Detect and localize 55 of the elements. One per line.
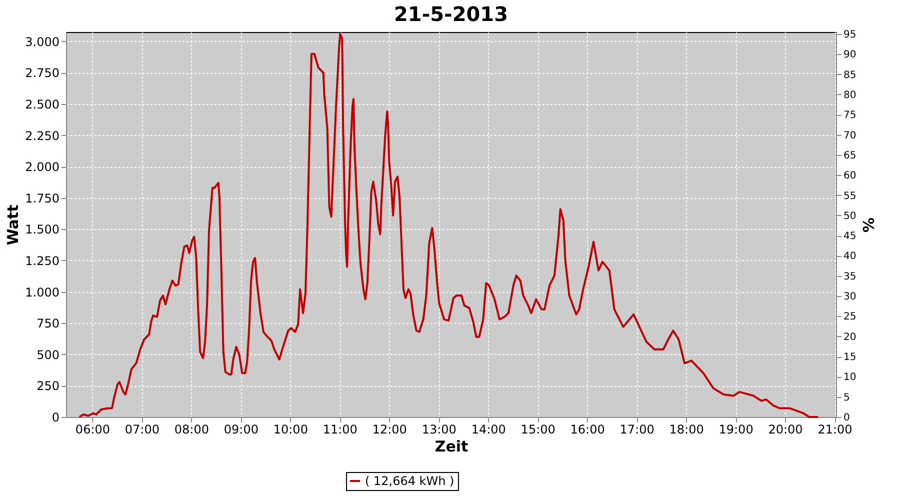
x-tick-label: 14:00 (471, 422, 506, 436)
y-tick-label: 1.000 (25, 285, 60, 300)
x-tick-label: 10:00 (273, 422, 308, 436)
y-tick-label: 3.000 (25, 34, 60, 49)
y-tick-label: 0 (52, 410, 60, 424)
x-tick-label: 21:00 (818, 422, 852, 436)
x-tick-label: 19:00 (718, 422, 754, 436)
y2-tick-label: 0 (844, 412, 850, 424)
y2-tick-label: 10 (844, 372, 856, 384)
y-tick-label: 2.000 (25, 160, 60, 174)
y-tick-label: 250 (36, 379, 60, 394)
y-tick-label: 1.500 (25, 222, 60, 237)
y-tick-label: 2.250 (25, 128, 60, 143)
x-tick-label: 17:00 (620, 422, 654, 436)
y-tick-label: 1.250 (25, 254, 60, 268)
y2-tick-label: 70 (844, 130, 856, 142)
y2-tick-label: 20 (844, 332, 856, 343)
x-tick-label: 20:00 (768, 422, 803, 436)
y2-tick-label: 45 (844, 231, 856, 242)
x-tick-label: 16:00 (570, 422, 605, 436)
y2-tick-label: 60 (844, 170, 856, 182)
x-tick-label: 08:00 (174, 422, 209, 436)
y2-axis-title: % (859, 217, 878, 233)
y2-tick-label: 30 (844, 292, 856, 303)
legend-label: ( 12,664 kWh ) (365, 474, 454, 488)
y2-tick-label: 5 (844, 392, 850, 404)
y2-tick-label: 40 (844, 251, 856, 262)
y-axis-title: Watt (4, 204, 22, 246)
y2-tick-label: 15 (844, 352, 856, 364)
y-tick-label: 500 (36, 348, 60, 362)
x-tick-label: 12:00 (372, 422, 407, 436)
y2-tick-label: 85 (844, 70, 856, 81)
y2-tick-label: 75 (844, 110, 856, 122)
x-tick-label: 13:00 (422, 422, 456, 436)
chart-title: 21-5-2013 (394, 2, 508, 26)
x-tick-label: 06:00 (75, 422, 110, 436)
y2-tick-label: 55 (844, 190, 856, 202)
x-tick-label: 11:00 (322, 422, 358, 436)
y2-tick-label: 35 (844, 271, 856, 282)
x-tick-label: 15:00 (520, 422, 556, 436)
y2-tick-label: 65 (844, 150, 856, 162)
y2-tick-label: 80 (844, 90, 856, 101)
y2-tick-label: 50 (844, 210, 856, 222)
x-tick-label: 09:00 (224, 422, 258, 436)
x-tick-label: 18:00 (669, 422, 704, 436)
line-series (78, 32, 820, 418)
y-tick-label: 750 (36, 316, 60, 331)
x-tick-label: 07:00 (124, 422, 160, 436)
x-axis-title: Zeit (434, 438, 468, 456)
y-tick-label: 2.500 (25, 97, 60, 112)
y-tick-label: 2.750 (25, 66, 60, 80)
y2-tick-label: 90 (844, 50, 856, 61)
y2-tick-label: 25 (844, 312, 856, 323)
y-tick-label: 1.750 (25, 191, 60, 206)
y2-tick-label: 95 (844, 30, 856, 41)
